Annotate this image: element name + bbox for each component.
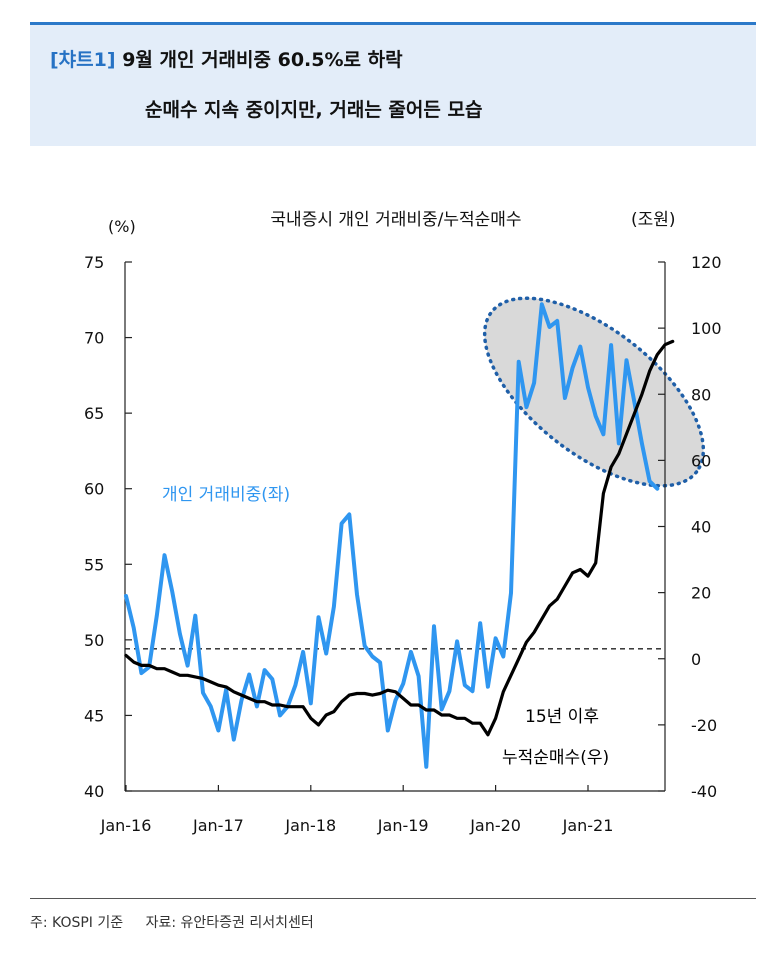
- headline: 9월 개인 거래비중 60.5%로 하락: [122, 49, 403, 71]
- left-tick-label: 60: [84, 480, 104, 499]
- left-tick-label: 65: [84, 404, 104, 423]
- right-tick-label: -20: [691, 716, 717, 735]
- footer-note: 주: KOSPI 기준: [30, 915, 124, 931]
- footer-divider: [30, 898, 756, 899]
- chart-number-tag: [챠트1]: [50, 49, 116, 71]
- left-tick-label: 70: [84, 329, 104, 348]
- right-tick-label: 20: [691, 584, 711, 603]
- series-line-share: [124, 302, 660, 769]
- chart-title-line1: [챠트1] 9월 개인 거래비중 60.5%로 하락: [50, 45, 403, 72]
- left-tick-label: 45: [84, 706, 104, 725]
- annotation-share: 개인 거래비중(좌): [162, 485, 290, 505]
- footer: 주: KOSPI 기준 자료: 유안타증권 리서치센터: [30, 912, 314, 932]
- chart-title: 국내증시 개인 거래비중/누적순매수: [270, 210, 521, 230]
- x-tick-label: Jan-18: [284, 816, 336, 835]
- left-tick-label: 50: [84, 631, 104, 650]
- footer-source: 자료: 유안타증권 리서치센터: [145, 915, 314, 931]
- left-tick-label: 75: [84, 253, 104, 272]
- left-axis-unit: (%): [108, 217, 136, 236]
- right-tick-label: 100: [691, 319, 722, 338]
- annotation-net-buy-line2: 누적순매수(우): [502, 748, 609, 768]
- left-tick-label: 40: [84, 782, 104, 801]
- x-tick-label: Jan-19: [377, 816, 429, 835]
- right-tick-label: 80: [691, 385, 711, 404]
- chart-title-line2: 순매수 지속 중이지만, 거래는 줄어든 모습: [145, 99, 483, 121]
- right-axis-unit: (조원): [631, 210, 676, 230]
- chart: 40 45 50 55 60 65 70 75 -40 -20 0 20 40 60 80 100 120 Jan…: [84, 210, 722, 835]
- x-tick-label: Jan-16: [100, 816, 152, 835]
- x-tick-label: Jan-17: [192, 816, 244, 835]
- right-tick-label: 120: [691, 253, 722, 272]
- right-tick-label: -40: [691, 782, 717, 801]
- series-line-net-buy: [124, 339, 675, 737]
- right-tick-label: 40: [691, 518, 711, 537]
- right-tick-label: 60: [691, 451, 711, 470]
- x-tick-label: Jan-21: [562, 816, 614, 835]
- right-tick-label: 0: [691, 650, 701, 669]
- annotation-net-buy-line1: 15년 이후: [525, 707, 599, 727]
- left-tick-label: 55: [84, 555, 104, 574]
- x-tick-label: Jan-20: [469, 816, 521, 835]
- chart-header: [챠트1] 9월 개인 거래비중 60.5%로 하락 순매수 지속 중이지만, …: [30, 22, 756, 146]
